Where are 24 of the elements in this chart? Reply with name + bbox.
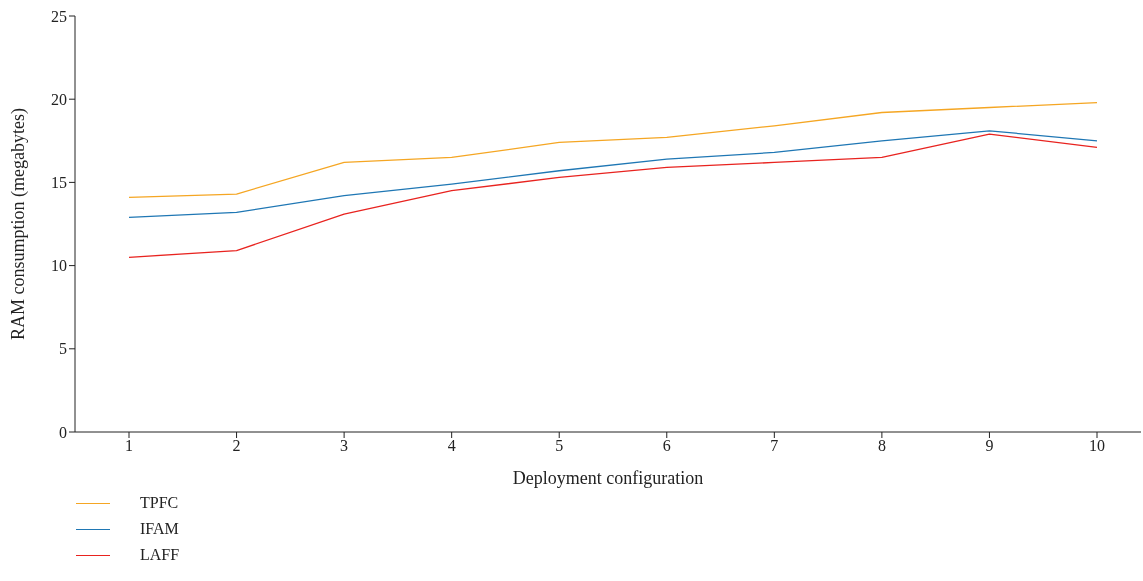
legend-label: IFAM (140, 519, 179, 539)
x-tick-label: 7 (770, 437, 779, 455)
y-tick-label: 5 (59, 340, 67, 358)
y-tick-label: 20 (51, 90, 67, 108)
x-tick-label: 2 (232, 437, 241, 455)
x-tick-label: 5 (555, 437, 564, 455)
line-series (128, 101, 1098, 199)
x-tick-label: 1 (125, 437, 133, 455)
y-tick-label: 0 (59, 423, 67, 441)
x-tick-label: 9 (985, 437, 994, 455)
x-tick-label: 8 (877, 437, 886, 455)
legend-label: TPFC (140, 493, 179, 513)
line-series (128, 133, 1098, 258)
y-tick-label: 15 (51, 174, 67, 192)
x-tick-label: 4 (447, 437, 456, 455)
x-tick-label: 6 (662, 437, 671, 455)
y-axis-title: RAM consumption (megabytes) (8, 108, 30, 340)
legend-label: LAFF (140, 545, 180, 565)
line-series (128, 130, 1098, 218)
x-tick-label: 10 (1089, 437, 1105, 455)
y-tick-label: 25 (51, 7, 67, 25)
x-axis-title: Deployment configuration (512, 468, 704, 488)
y-tick-label: 10 (51, 257, 67, 275)
x-tick-label: 3 (340, 437, 349, 455)
